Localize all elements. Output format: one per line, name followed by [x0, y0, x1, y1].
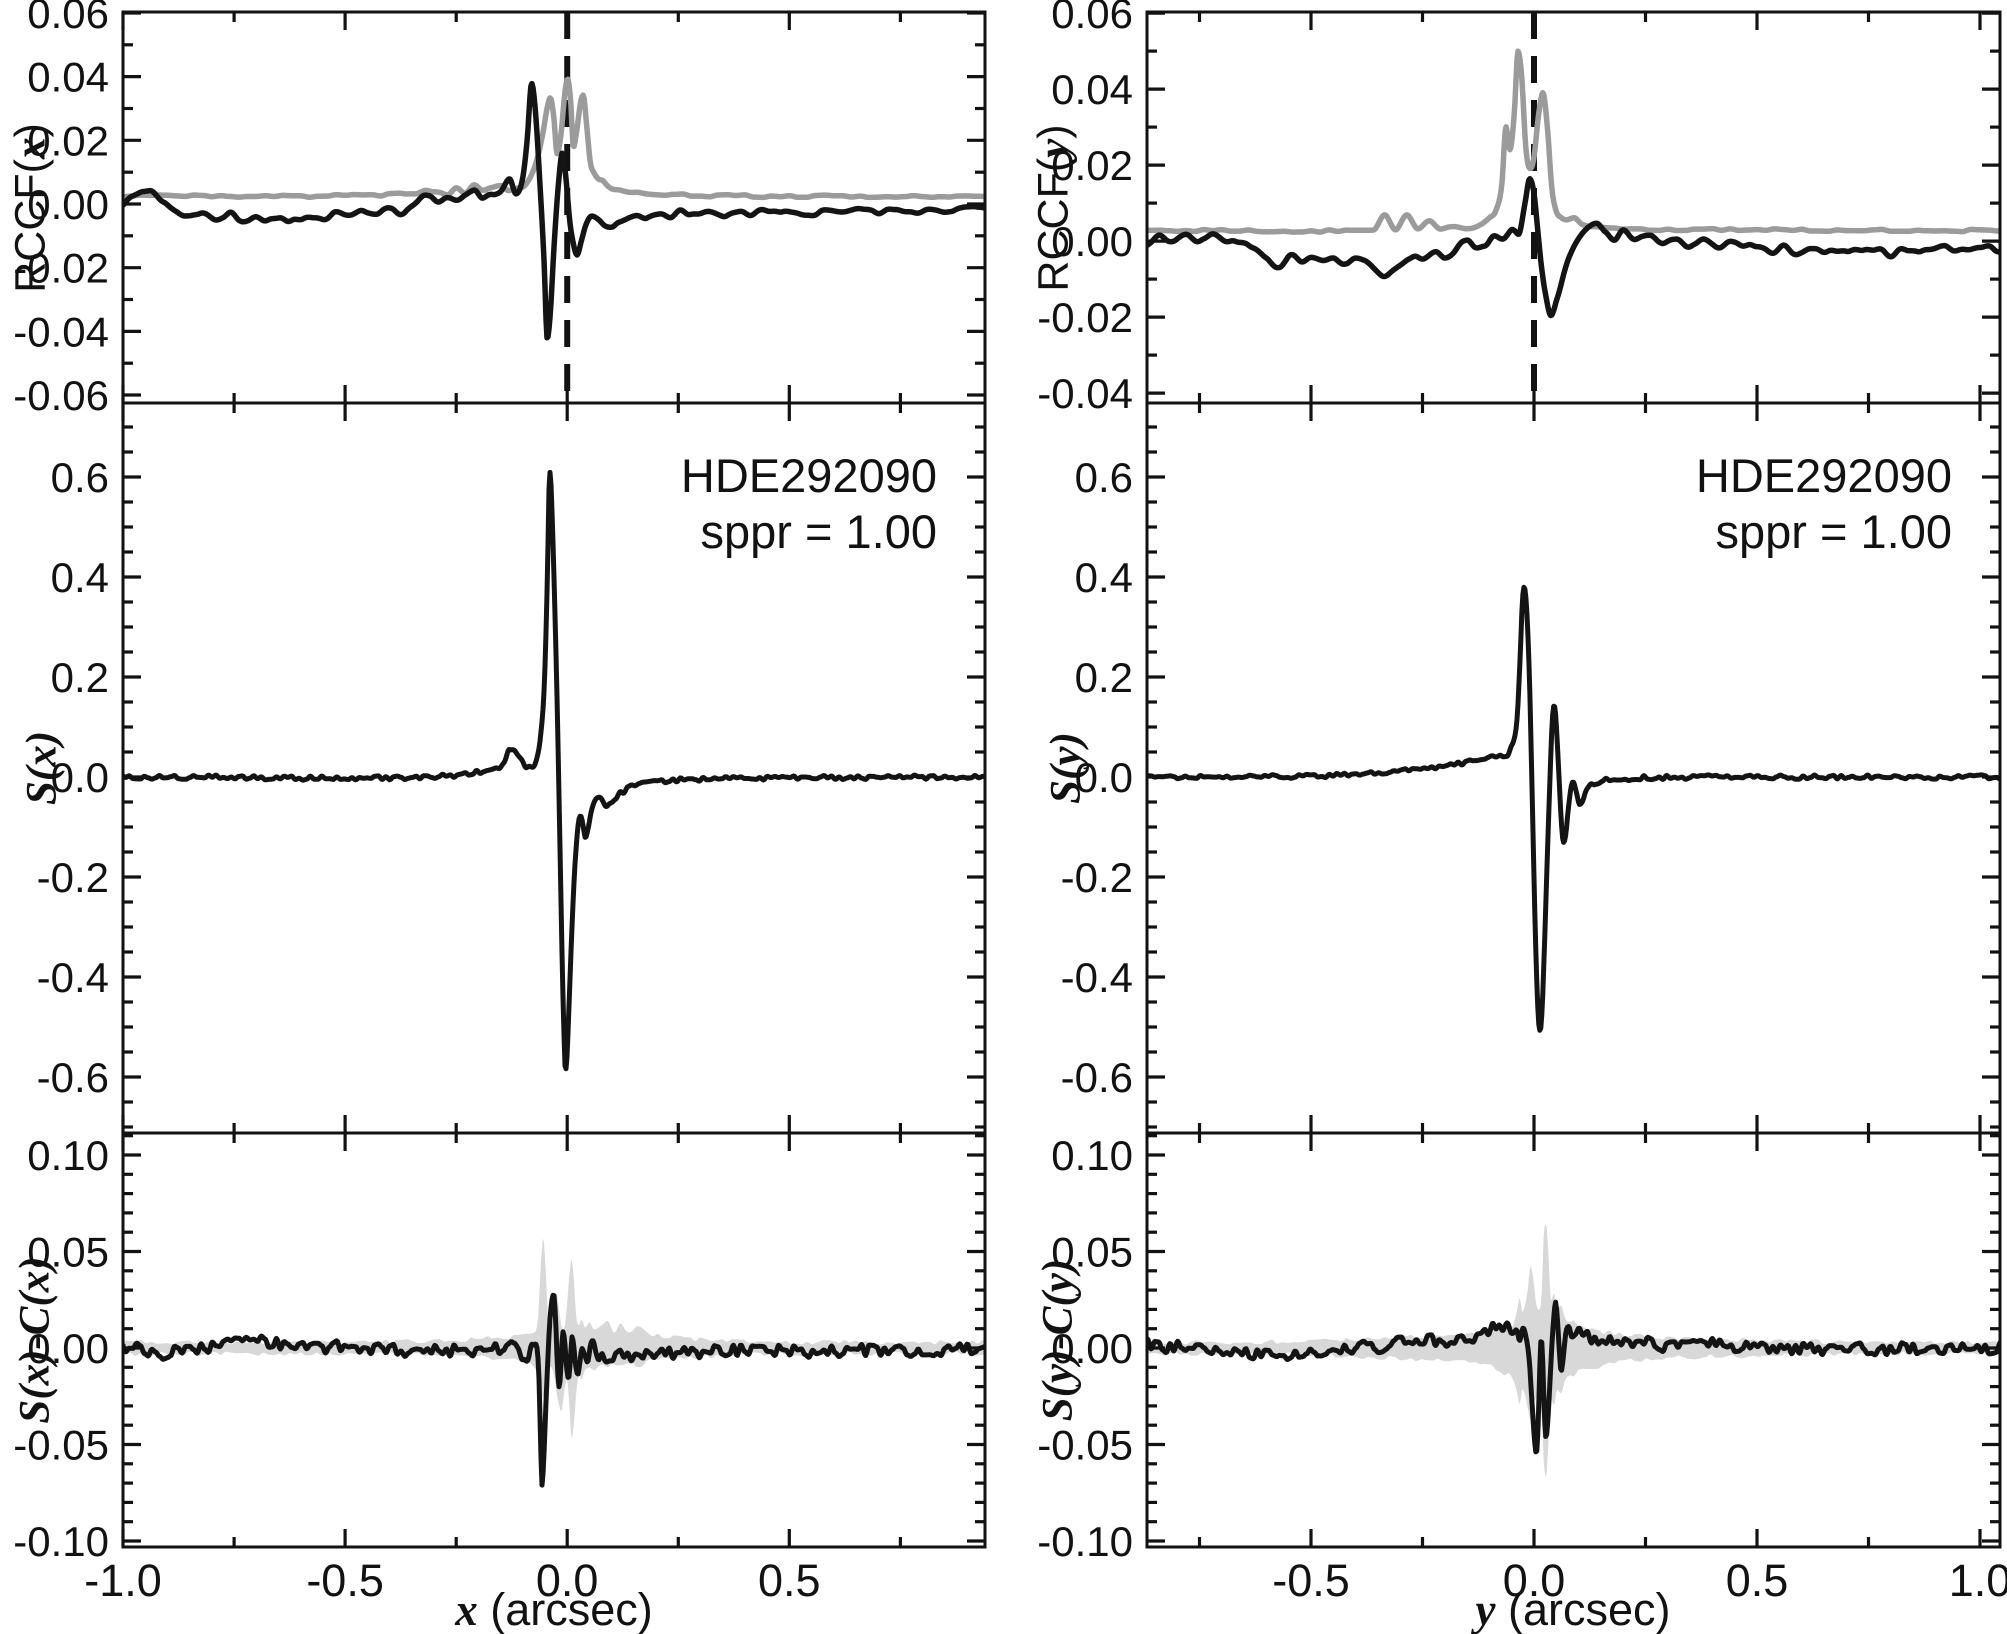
y-tick-label: 0.00	[1051, 218, 1133, 265]
y-tick-label: -0.10	[13, 1518, 109, 1565]
error-band-sy-cy	[1147, 1224, 2000, 1478]
x-axis-title-left: x (arcsec)	[455, 1584, 653, 1634]
y-tick-label: 0.06	[1051, 0, 1133, 37]
x-tick-label: 0.5	[758, 1555, 821, 1606]
ticks-rccf-x	[121, 11, 985, 403]
x-tick-label: 1.0	[1949, 1555, 2007, 1606]
annotation-target-left: HDE292090	[680, 449, 937, 502]
ticks-s-x	[121, 403, 985, 1133]
series-sx-cx-residual	[123, 1292, 985, 1488]
y-tick-label: -0.06	[13, 372, 109, 419]
y-tick-label: 0.05	[1051, 1229, 1133, 1276]
ticks-s-y	[1147, 403, 2000, 1133]
y-tick-label: 0.4	[51, 554, 109, 601]
y-tick-label: -0.10	[1037, 1518, 1133, 1565]
series-rccf-x-model	[123, 76, 985, 201]
annotation-target-right: HDE292090	[1695, 449, 1952, 502]
y-tick-label: -0.4	[37, 954, 109, 1001]
y-tick-labels-rccf-x: 0.06 0.04 0.02 0.00 -0.02 -0.04 -0.06	[13, 0, 109, 419]
y-tick-label: -0.2	[1061, 854, 1133, 901]
y-tick-label: -0.02	[1037, 294, 1133, 341]
y-tick-labels-sx-cx: 0.10 0.05 0.00 -0.05 -0.10	[13, 1132, 109, 1565]
y-axis-title-rccf-x: RCCF(x)	[6, 123, 55, 293]
y-tick-label: 0.2	[51, 654, 109, 701]
ticks-rccf-y	[1147, 11, 2000, 403]
y-tick-label: 0.04	[1051, 66, 1133, 113]
series-sy-cy-residual	[1147, 1299, 2000, 1455]
y-tick-label: 0.02	[27, 117, 109, 164]
panel-s-y: 0.6 0.4 0.2 0.0 -0.2 -0.4 -0.6	[1061, 401, 2002, 1135]
y-tick-label: -0.2	[37, 854, 109, 901]
panel-sx-cx: 0.10 0.05 0.00 -0.05 -0.10-1.0 -0.5 0.0 0.5	[13, 1131, 987, 1606]
x-tick-labels-sy-cy: -0.5 0.0 0.5 1.0	[1272, 1555, 2007, 1606]
y-tick-label: 0.10	[27, 1132, 109, 1179]
x-tick-label: 0.0	[1503, 1555, 1566, 1606]
y-axis-title-s-x: S(x)	[18, 730, 66, 806]
y-tick-label: 0.0	[1075, 754, 1133, 801]
panel-frame	[121, 1131, 987, 1549]
y-tick-label: -0.4	[1061, 954, 1133, 1001]
y-tick-labels-s-x: 0.6 0.4 0.2 0.0 -0.2 -0.4 -0.6	[37, 454, 109, 1101]
series-s-x-profile	[123, 469, 985, 1072]
annotation-sppr-right: sppr = 1.00	[1715, 505, 1952, 558]
y-tick-labels-rccf-y: 0.06 0.04 0.02 0.00 -0.02 -0.04	[1037, 0, 1133, 417]
y-tick-label: 0.00	[1051, 1325, 1133, 1372]
y-tick-labels-sy-cy: 0.10 0.05 0.00 -0.05 -0.10	[1037, 1132, 1133, 1565]
y-tick-label: 0.00	[27, 1325, 109, 1372]
x-tick-label: -0.5	[1272, 1555, 1350, 1606]
ticks-sx-cx	[121, 1133, 985, 1547]
y-tick-labels-s-y: 0.6 0.4 0.2 0.0 -0.2 -0.4 -0.6	[1061, 454, 1133, 1101]
y-tick-label: 0.04	[27, 54, 109, 101]
y-tick-label: 0.4	[1075, 554, 1133, 601]
y-tick-label: -0.05	[1037, 1422, 1133, 1469]
panel-frame	[1145, 1131, 2002, 1549]
x-tick-label: -1.0	[84, 1555, 162, 1606]
y-tick-label: -0.6	[1061, 1054, 1133, 1101]
y-axis-title-sy-cy: S(y)-C(y)	[1034, 1258, 1082, 1422]
y-tick-label: 0.6	[51, 454, 109, 501]
panel-rccf-y: 0.06 0.04 0.02 0.00 -0.02 -0.04	[1037, 0, 2002, 417]
x-axis-title-right: y (arcsec)	[1475, 1584, 1671, 1634]
y-tick-label: -0.04	[1037, 370, 1133, 417]
x-tick-label: -0.5	[306, 1555, 384, 1606]
series-rccf-y-model	[1147, 48, 2000, 235]
y-tick-label: 0.06	[27, 0, 109, 37]
series-rccf-y-data	[1147, 176, 2000, 319]
panel-frame	[1145, 10, 2002, 405]
y-axis-title-s-y: S(y)	[1042, 732, 1090, 804]
x-tick-label: 0.0	[536, 1555, 599, 1606]
y-tick-label: 0.02	[1051, 142, 1133, 189]
y-tick-label: -0.05	[13, 1422, 109, 1469]
panel-rccf-x: 0.06 0.04 0.02 0.00 -0.02 -0.04 -0.06	[13, 0, 987, 419]
series-s-y-profile	[1147, 584, 2000, 1033]
y-tick-label: -0.6	[37, 1054, 109, 1101]
annotation-sppr-left: sppr = 1.00	[700, 505, 937, 558]
panel-sy-cy: 0.10 0.05 0.00 -0.05 -0.10 -0.5 0.0 0.5 1.0	[1037, 1131, 2007, 1606]
y-tick-label: -0.02	[13, 245, 109, 292]
y-tick-label: 0.05	[27, 1229, 109, 1276]
y-tick-label: 0.2	[1075, 654, 1133, 701]
ticks-sy-cy	[1147, 1133, 2000, 1547]
y-axis-title-sx-cx: S(x)-C(x)	[11, 1256, 59, 1424]
y-tick-label: 0.0	[51, 754, 109, 801]
y-tick-label: 0.00	[27, 181, 109, 228]
y-tick-label: 0.10	[1051, 1132, 1133, 1179]
x-tick-labels-sx-cx: -1.0 -0.5 0.0 0.5	[84, 1555, 820, 1606]
x-tick-label: 0.5	[1726, 1555, 1789, 1606]
y-axis-title-rccf-y: RCCF(y)	[1029, 124, 1078, 292]
y-tick-label: -0.04	[13, 308, 109, 355]
series-rccf-x-data	[123, 80, 985, 341]
y-tick-label: 0.6	[1075, 454, 1133, 501]
panel-s-x: 0.6 0.4 0.2 0.0 -0.2 -0.4 -0.6	[37, 401, 987, 1135]
